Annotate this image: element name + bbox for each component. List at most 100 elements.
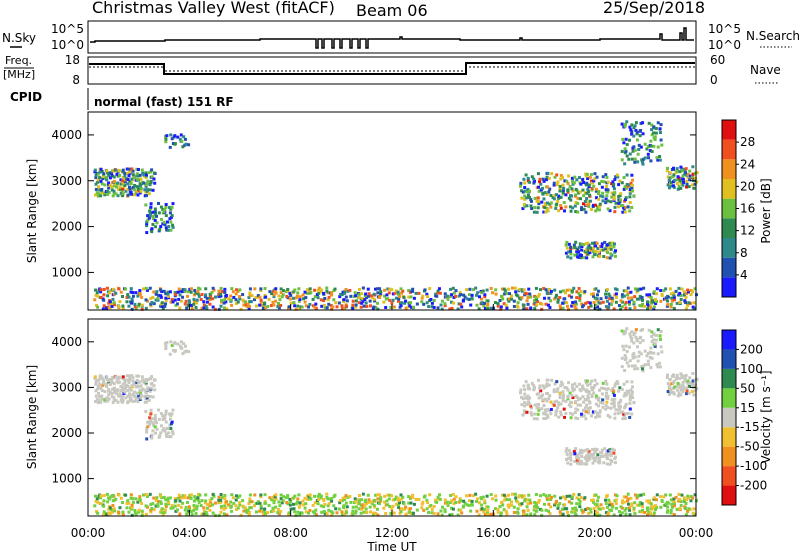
velocity-cell xyxy=(606,397,610,401)
velocity-cell xyxy=(98,382,102,386)
power-cell xyxy=(525,307,529,311)
power-cell xyxy=(623,185,627,189)
power-cell xyxy=(666,295,670,299)
power-cell xyxy=(211,305,215,309)
velocity-cell xyxy=(145,396,149,400)
power-cell xyxy=(627,183,631,187)
power-cell xyxy=(151,188,155,192)
velocity-cell xyxy=(522,409,526,413)
power-cell xyxy=(547,296,551,300)
power-cell xyxy=(129,182,133,186)
velocity-cell xyxy=(343,497,347,501)
velocity-cell xyxy=(582,449,586,453)
velocity-cell xyxy=(578,448,582,452)
power-cell xyxy=(165,228,169,232)
power-cell xyxy=(552,183,556,187)
velocity-cell xyxy=(667,392,671,396)
velocity-cell xyxy=(591,452,595,456)
power-cell xyxy=(209,294,213,298)
velocity-cell xyxy=(121,501,125,505)
power-cell xyxy=(571,206,575,210)
velocity-cell xyxy=(183,508,187,512)
velocity-cell xyxy=(506,493,510,497)
velocity-cell xyxy=(520,495,524,499)
power-cell xyxy=(641,302,645,306)
velocity-cell xyxy=(354,500,358,504)
power-cell xyxy=(486,307,490,311)
velocity-cell xyxy=(363,504,367,508)
power-cell xyxy=(136,193,140,197)
velocity-cell xyxy=(170,504,174,508)
velocity-cell xyxy=(151,417,155,421)
power-cell xyxy=(575,302,579,306)
velocity-cell xyxy=(174,499,178,503)
velocity-cell xyxy=(613,416,617,420)
velocity-cell xyxy=(93,376,97,380)
velocity-cell xyxy=(334,507,338,511)
power-cell xyxy=(357,293,361,297)
power-cell xyxy=(542,287,546,291)
power-cell xyxy=(128,187,132,191)
power-cell xyxy=(349,294,353,298)
power-cell xyxy=(173,291,177,295)
velocity-cell xyxy=(554,501,558,505)
power-cell xyxy=(578,296,582,300)
power-cell xyxy=(307,305,311,309)
velocity-cell xyxy=(525,410,529,414)
velocity-cell xyxy=(206,506,210,510)
velocity-cell xyxy=(568,411,572,415)
velocity-cell xyxy=(227,503,231,507)
velocity-cell xyxy=(168,417,172,421)
power-cell xyxy=(149,302,153,306)
velocity-cell xyxy=(623,369,627,373)
power-cell xyxy=(580,245,584,249)
velocity-cell xyxy=(623,354,627,358)
power-cell xyxy=(520,296,524,300)
power-cell xyxy=(311,297,315,301)
power-cell xyxy=(396,290,400,294)
power-cell xyxy=(559,174,563,178)
velocity-cell xyxy=(163,414,167,418)
power-cell xyxy=(253,287,257,291)
velocity-cell xyxy=(301,499,305,503)
power-cell xyxy=(609,243,613,247)
velocity-cell xyxy=(276,511,280,515)
n-search-tick-top: 10^5 xyxy=(708,22,741,36)
velocity-cell xyxy=(589,414,593,418)
power-cell xyxy=(585,172,589,176)
power-cell xyxy=(105,286,109,290)
power-cell xyxy=(376,307,380,311)
power-cell xyxy=(512,304,516,308)
velocity-cell xyxy=(526,498,530,502)
power-cell xyxy=(422,302,426,306)
velocity-cell xyxy=(622,495,626,499)
velocity-cell xyxy=(516,511,520,515)
power-cell xyxy=(629,128,633,132)
velocity-cell xyxy=(581,395,585,399)
velocity-cell xyxy=(168,496,172,500)
velocity-cell xyxy=(180,496,184,500)
power-cell xyxy=(562,201,566,205)
power-cell xyxy=(679,186,683,190)
velocity-cell xyxy=(688,381,692,385)
velocity-cell xyxy=(592,507,596,511)
power-cell xyxy=(545,201,549,205)
power-cell xyxy=(124,177,128,181)
velocity-cell xyxy=(549,412,553,416)
power-cell xyxy=(622,141,626,145)
velocity-cell xyxy=(148,492,152,496)
velocity-cell xyxy=(398,511,402,515)
power-cell xyxy=(596,307,600,311)
power-cell xyxy=(121,181,125,185)
velocity-cell xyxy=(274,493,278,497)
power-cell xyxy=(618,194,622,198)
power-cell xyxy=(145,288,149,292)
velocity-cell xyxy=(597,414,601,418)
power-cell xyxy=(101,175,105,179)
velocity-cell xyxy=(247,502,251,506)
velocity-cell xyxy=(151,421,155,425)
power-cell xyxy=(129,192,133,196)
power-cell xyxy=(448,294,452,298)
velocity-cell xyxy=(630,502,634,506)
velocity-cell xyxy=(121,376,125,380)
